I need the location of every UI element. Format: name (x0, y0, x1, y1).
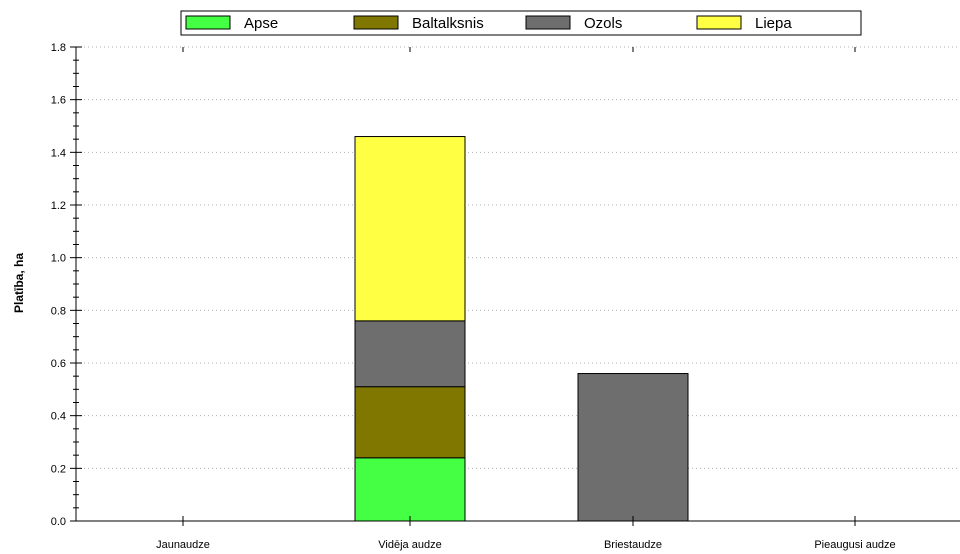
legend-swatch-liepa (696, 15, 742, 30)
y-axis-ticks: 0.0 0.2 0.4 0.6 0.8 1.0 1.2 1.4 1.6 1.8 (51, 42, 82, 528)
y-tick-label: 0.4 (51, 411, 66, 423)
legend-label-liepa: Liepa (755, 15, 792, 32)
y-axis-label: Platība, ha (12, 253, 26, 313)
legend: Apse Baltalksnis Ozols Liepa (180, 10, 862, 36)
legend-label-apse: Apse (244, 15, 278, 32)
bar-segment-baltalksnis-2 (354, 386, 466, 459)
bar-segment-ozols-3 (577, 373, 689, 522)
y-tick-label: 0.2 (51, 463, 66, 475)
legend-swatch-baltalksnis (353, 15, 399, 30)
legend-box (180, 10, 862, 36)
y-tick-label: 1.6 (51, 95, 66, 107)
bar-segment-ozols-2 (354, 320, 466, 388)
y-tick-label: 1.8 (51, 42, 66, 54)
gridlines (76, 46, 960, 469)
x-axis-ticks: Jaunaudze Vidēja audze Briestaudze Pieaugus… (156, 47, 896, 551)
y-tick-label: 0.8 (51, 305, 66, 317)
legend-label-baltalksnis: Baltalksnis (412, 15, 484, 32)
y-tick-label: 1.2 (51, 200, 66, 212)
legend-swatch-apse (185, 15, 231, 30)
legend-label-ozols: Ozols (584, 15, 622, 32)
legend-swatch-ozols (525, 15, 571, 30)
bar-segment-apse-2 (354, 457, 466, 522)
bars (354, 136, 689, 522)
bar-segment-liepa-2 (354, 136, 466, 322)
y-tick-label: 1.0 (51, 253, 66, 265)
x-category-label: Briestaudze (604, 539, 662, 551)
y-tick-label: 1.4 (51, 147, 66, 159)
x-category-label: Jaunaudze (156, 539, 210, 551)
y-tick-label: 0.0 (51, 516, 66, 528)
axes (75, 47, 960, 522)
x-category-label: Vidēja audze (378, 539, 441, 551)
y-tick-label: 0.6 (51, 358, 66, 370)
x-category-label: Pieaugusi audze (814, 539, 895, 551)
